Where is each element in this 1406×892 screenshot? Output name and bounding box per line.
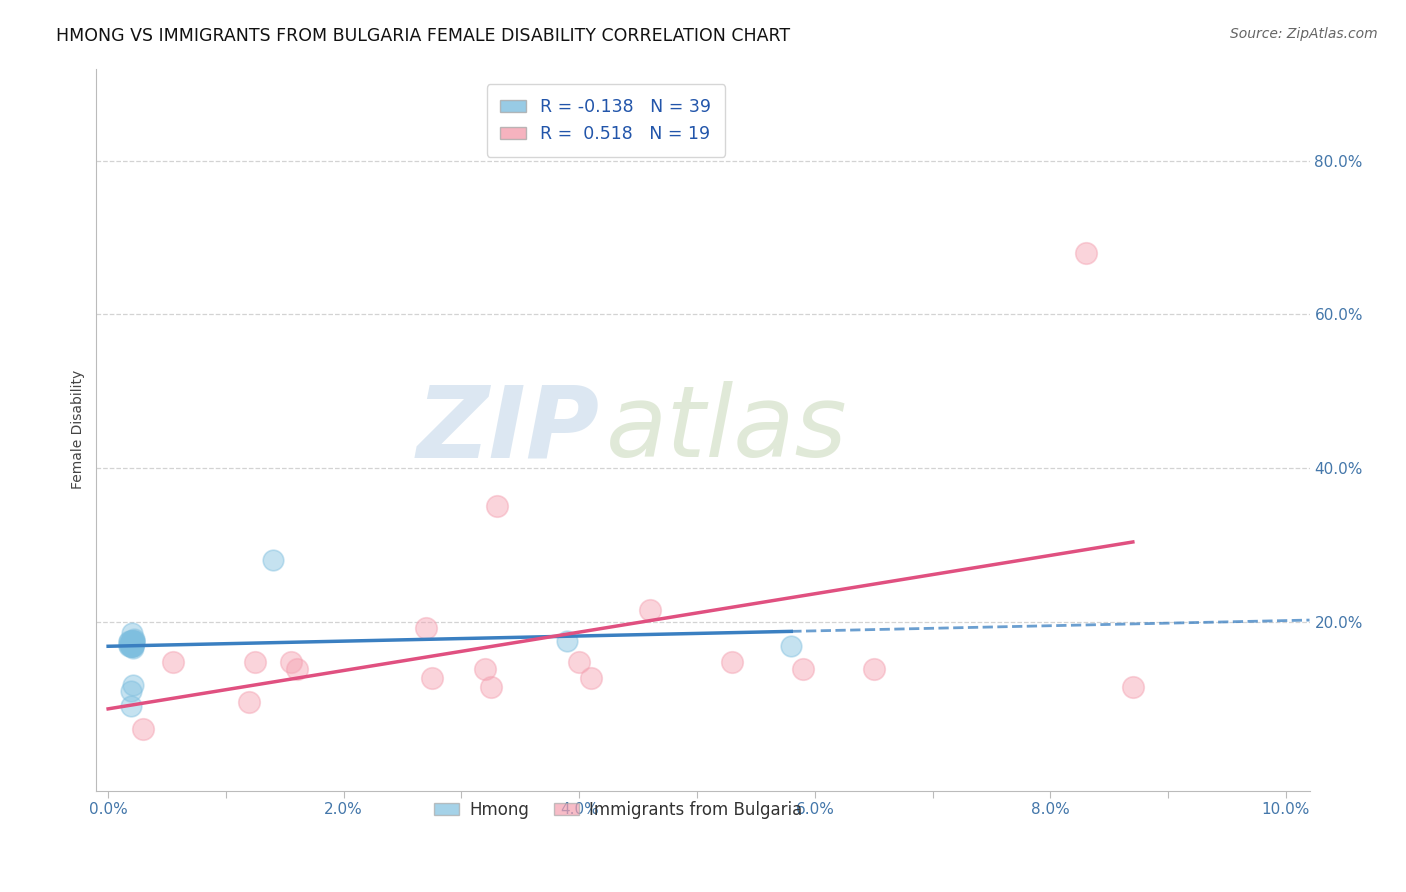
Point	[120, 683, 142, 698]
Point	[285, 662, 308, 676]
Text: Source: ZipAtlas.com: Source: ZipAtlas.com	[1230, 27, 1378, 41]
Point	[121, 634, 143, 648]
Point	[245, 655, 267, 669]
Text: HMONG VS IMMIGRANTS FROM BULGARIA FEMALE DISABILITY CORRELATION CHART: HMONG VS IMMIGRANTS FROM BULGARIA FEMALE…	[56, 27, 790, 45]
Point	[121, 636, 143, 650]
Point	[485, 500, 508, 514]
Point	[121, 639, 143, 653]
Point	[121, 633, 143, 648]
Point	[162, 655, 184, 669]
Point	[474, 662, 496, 676]
Point	[557, 633, 579, 648]
Point	[120, 638, 142, 652]
Point	[118, 639, 141, 653]
Point	[121, 641, 143, 656]
Point	[780, 639, 803, 653]
Point	[122, 633, 145, 648]
Point	[121, 639, 143, 653]
Point	[121, 633, 143, 648]
Point	[121, 626, 143, 640]
Point	[120, 633, 142, 648]
Point	[568, 655, 591, 669]
Point	[862, 662, 884, 676]
Point	[1122, 680, 1144, 694]
Point	[121, 633, 143, 648]
Text: ZIP: ZIP	[416, 381, 600, 478]
Point	[121, 633, 143, 648]
Point	[120, 638, 142, 652]
Point	[120, 639, 142, 653]
Point	[121, 638, 143, 652]
Y-axis label: Female Disability: Female Disability	[72, 370, 86, 489]
Point	[132, 722, 155, 736]
Point	[122, 632, 145, 646]
Point	[579, 672, 602, 686]
Text: atlas: atlas	[606, 381, 848, 478]
Point	[121, 639, 143, 653]
Point	[415, 621, 437, 635]
Point	[638, 603, 661, 617]
Point	[120, 639, 142, 653]
Point	[420, 672, 443, 686]
Point	[118, 638, 141, 652]
Point	[238, 695, 260, 709]
Point	[121, 638, 143, 652]
Point	[721, 655, 744, 669]
Point	[121, 677, 143, 691]
Point	[120, 636, 142, 650]
Point	[118, 634, 141, 648]
Point	[122, 636, 145, 650]
Point	[1074, 245, 1097, 260]
Point	[792, 662, 814, 676]
Point	[122, 633, 145, 648]
Point	[262, 553, 284, 567]
Point	[121, 639, 143, 653]
Point	[121, 639, 143, 653]
Point	[121, 639, 143, 653]
Point	[120, 699, 142, 714]
Point	[120, 638, 142, 652]
Point	[479, 680, 502, 694]
Point	[120, 639, 142, 653]
Point	[121, 633, 143, 648]
Legend: Hmong, Immigrants from Bulgaria: Hmong, Immigrants from Bulgaria	[427, 794, 808, 826]
Point	[118, 633, 141, 648]
Point	[280, 655, 302, 669]
